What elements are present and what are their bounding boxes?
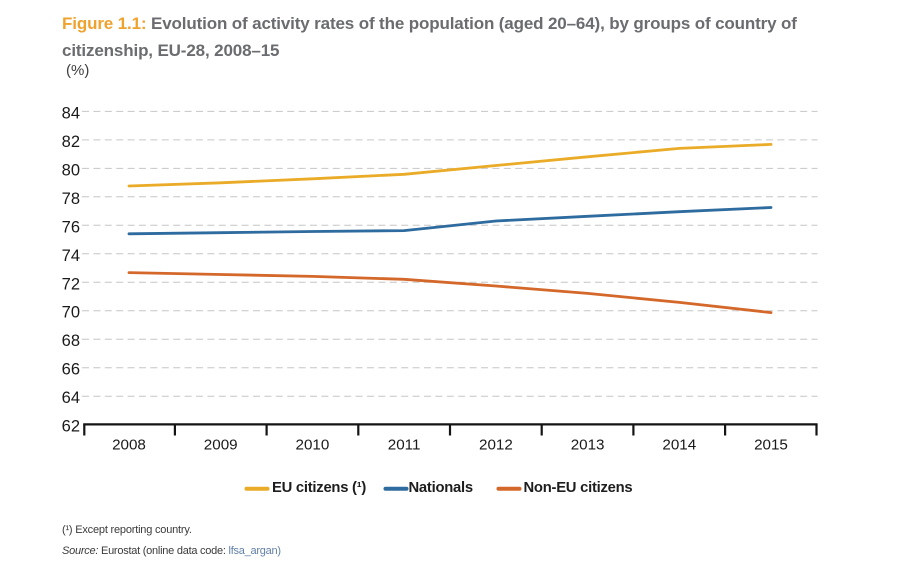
svg-text:2008: 2008 xyxy=(112,436,146,453)
svg-text:2015: 2015 xyxy=(754,436,788,453)
svg-text:72: 72 xyxy=(62,275,80,293)
svg-text:2010: 2010 xyxy=(296,436,330,453)
svg-text:2014: 2014 xyxy=(662,436,696,453)
svg-text:2012: 2012 xyxy=(479,436,513,453)
svg-text:66: 66 xyxy=(62,361,80,379)
svg-text:2013: 2013 xyxy=(571,436,605,453)
svg-text:74: 74 xyxy=(62,247,80,265)
svg-text:76: 76 xyxy=(62,218,80,236)
svg-text:2011: 2011 xyxy=(388,436,421,453)
svg-text:78: 78 xyxy=(62,190,80,208)
svg-text:70: 70 xyxy=(62,304,80,322)
svg-text:82: 82 xyxy=(62,133,80,151)
svg-text:2009: 2009 xyxy=(204,436,238,453)
svg-text:68: 68 xyxy=(62,332,80,350)
svg-text:84: 84 xyxy=(62,104,80,122)
svg-text:62: 62 xyxy=(62,417,80,435)
svg-text:80: 80 xyxy=(62,161,80,179)
svg-text:64: 64 xyxy=(62,389,80,407)
